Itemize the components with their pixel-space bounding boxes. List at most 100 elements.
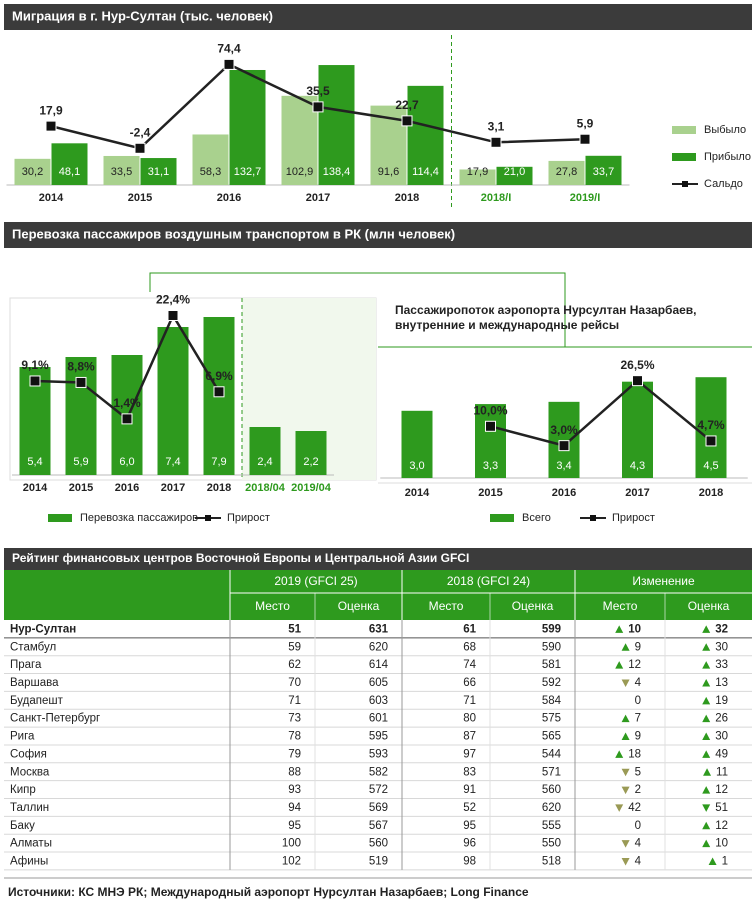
x-tick-label: 2014 xyxy=(23,482,48,494)
line-marker xyxy=(312,101,324,113)
x-tick-label: 2018 xyxy=(395,192,419,204)
data-label: 22,7 xyxy=(395,98,419,112)
cell: 74 xyxy=(463,659,476,671)
cell: 9 xyxy=(635,731,641,743)
cell: 59 xyxy=(288,641,301,653)
change-arrow xyxy=(621,714,630,723)
legend-label: Прирост xyxy=(227,512,270,524)
change-arrow xyxy=(702,696,711,705)
bar xyxy=(281,95,318,185)
data-label: 9,1% xyxy=(21,358,49,372)
data-label: 6,9% xyxy=(205,369,233,383)
chart-title: Миграция в г. Нур-Султан (тыс. человек) xyxy=(12,8,273,23)
cell: 94 xyxy=(288,802,301,814)
x-tick-label: 2018 xyxy=(207,482,231,494)
cell: 26 xyxy=(715,713,728,725)
x-tick-label: 2018/I xyxy=(481,192,512,204)
cell: 614 xyxy=(369,659,389,671)
cell: 68 xyxy=(463,641,476,653)
data-label: 30,2 xyxy=(22,166,43,178)
cell: 97 xyxy=(463,748,476,760)
cell: 78 xyxy=(288,731,301,743)
x-tick-label: 2017 xyxy=(161,482,185,494)
legend-label: Прирост xyxy=(612,512,655,524)
column-header: Оценка xyxy=(688,599,730,613)
legend-swatch xyxy=(48,514,72,522)
cell: 592 xyxy=(542,677,561,689)
cell: 593 xyxy=(369,748,388,760)
cell: 0 xyxy=(635,820,641,832)
change-arrow xyxy=(702,678,711,687)
change-arrow xyxy=(703,768,712,776)
cell: 91 xyxy=(463,784,476,796)
data-label: 27,8 xyxy=(556,166,577,178)
data-label: 33,5 xyxy=(111,166,132,178)
line-marker xyxy=(558,440,570,452)
cell: 95 xyxy=(463,820,476,832)
bar xyxy=(65,357,97,475)
cell: 51 xyxy=(715,802,728,814)
legend-label: Сальдо xyxy=(704,178,743,190)
group-header: 2018 (GFCI 24) xyxy=(447,574,530,588)
cell: 70 xyxy=(288,677,301,689)
legend-swatch xyxy=(490,514,514,522)
change-arrow xyxy=(621,857,630,866)
cell: 518 xyxy=(542,856,561,868)
cell: 4 xyxy=(635,856,642,868)
data-label: 7,4 xyxy=(165,456,180,468)
bar xyxy=(157,327,189,475)
cell: 581 xyxy=(542,659,561,671)
table-header xyxy=(4,570,752,620)
bar xyxy=(318,65,355,185)
data-label: 5,9 xyxy=(577,116,594,130)
cell: 631 xyxy=(369,623,389,635)
cell: 1 xyxy=(722,856,728,868)
data-label: 17,9 xyxy=(39,103,63,117)
cell: 100 xyxy=(282,838,301,850)
change-arrow xyxy=(615,661,624,669)
row-name: Прага xyxy=(10,659,42,671)
line-marker xyxy=(632,375,643,387)
x-tick-label: 2016 xyxy=(552,487,576,499)
x-tick-label: 2017 xyxy=(625,487,649,499)
bar xyxy=(622,381,653,478)
cell: 42 xyxy=(628,802,641,814)
header-bar xyxy=(4,548,752,570)
line xyxy=(490,379,712,448)
change-arrow xyxy=(702,643,711,651)
line-marker xyxy=(121,413,133,425)
chart-title: Пассажиропоток аэропорта Нурсултан Назар… xyxy=(395,303,697,317)
column-header: Место xyxy=(429,599,464,613)
cell: 565 xyxy=(542,731,561,743)
cell: 62 xyxy=(288,659,301,671)
row-name: Варшава xyxy=(10,677,59,689)
x-tick-label: 2019/04 xyxy=(291,482,332,494)
data-label: 22,4% xyxy=(156,293,190,307)
row-name: Таллин xyxy=(10,802,49,814)
row-name: Афины xyxy=(10,856,48,868)
line-marker xyxy=(167,309,179,321)
cell: 620 xyxy=(369,641,388,653)
data-label: 132,7 xyxy=(234,166,262,178)
x-tick-label: 2015 xyxy=(128,192,152,204)
data-label: 31,1 xyxy=(148,166,169,178)
legend-swatch xyxy=(672,126,696,134)
row-name: Рига xyxy=(10,731,35,743)
column-header: Место xyxy=(603,599,638,613)
legend-swatch xyxy=(590,515,596,521)
cell: 95 xyxy=(288,820,301,832)
bar xyxy=(51,143,88,185)
bar xyxy=(496,166,533,185)
cell: 79 xyxy=(288,748,301,760)
data-label: 4,5 xyxy=(703,460,718,472)
row-name: Нур-Султан xyxy=(10,623,76,635)
cell: 5 xyxy=(635,766,641,778)
cell: 87 xyxy=(463,731,476,743)
line-marker xyxy=(490,136,502,148)
change-arrow xyxy=(615,625,624,633)
legend-label: Всего xyxy=(522,512,551,524)
bar xyxy=(229,69,266,185)
cell: 4 xyxy=(635,838,642,850)
row-name: Стамбул xyxy=(10,641,56,653)
